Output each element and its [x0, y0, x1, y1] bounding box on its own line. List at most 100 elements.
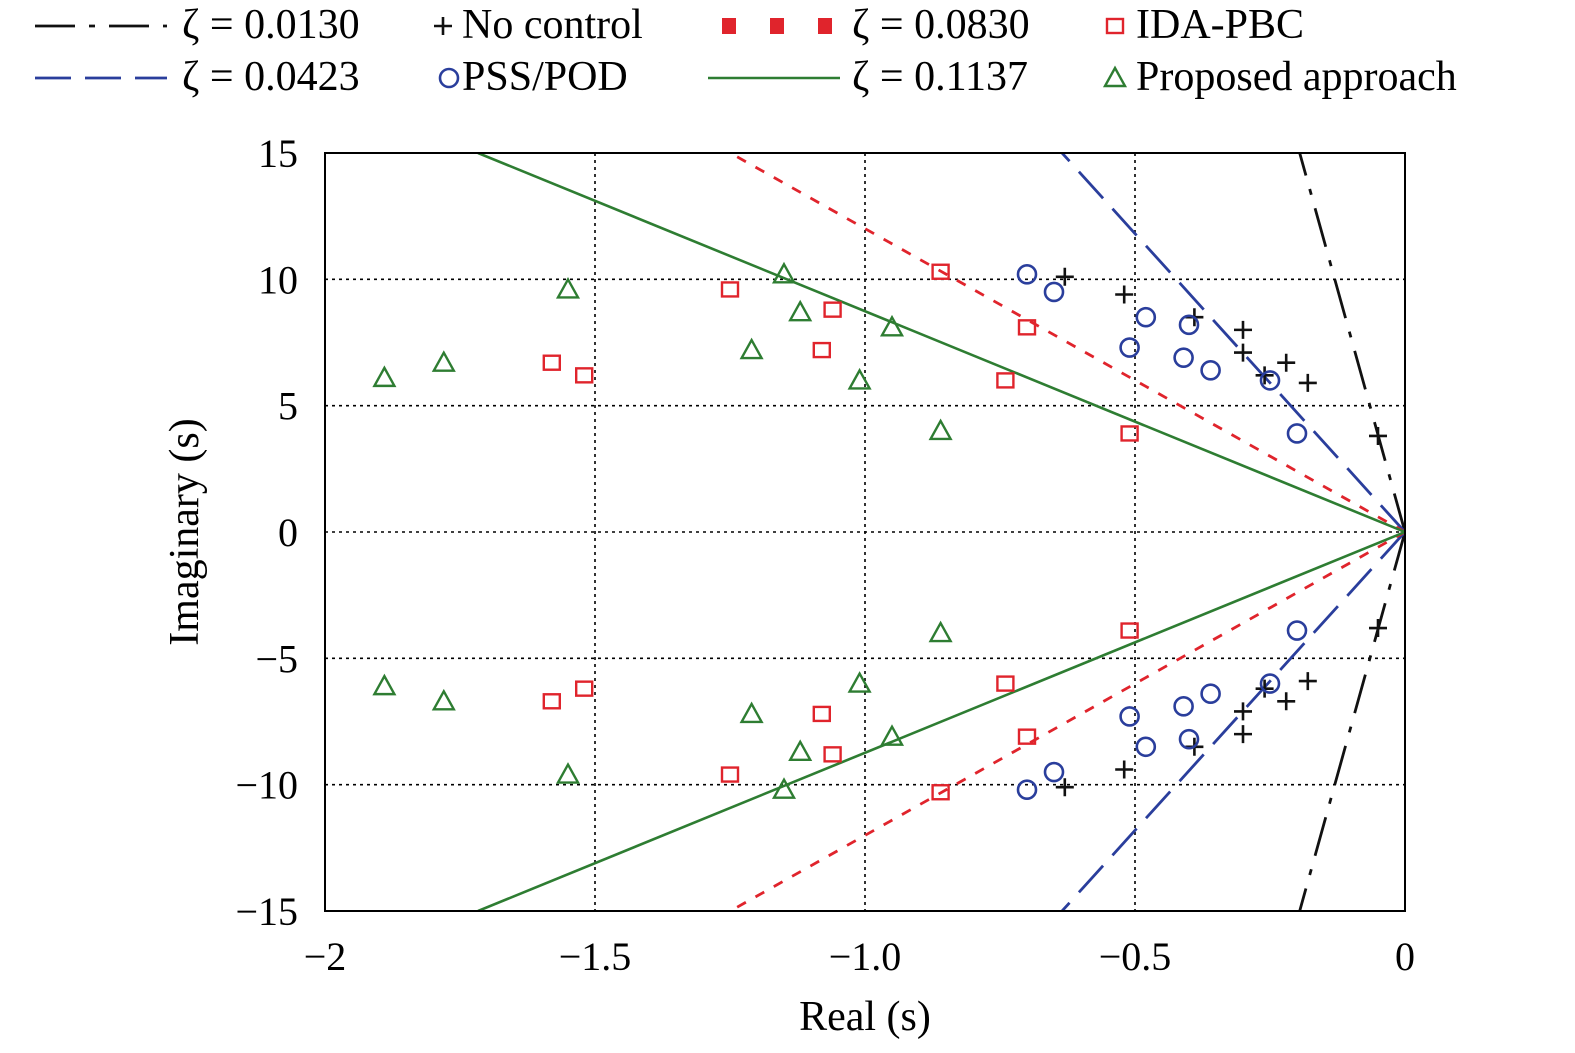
x-tick-label: −1.5 — [559, 934, 632, 979]
y-axis-title: Imaginary (s) — [162, 418, 208, 645]
point-proposed-approach — [555, 762, 581, 784]
point-ida-pbc — [823, 301, 842, 318]
point-no-control — [1055, 267, 1074, 286]
legend-entry: ζ = 0.0423 — [35, 54, 360, 100]
point-proposed-approach — [928, 620, 953, 643]
point-proposed-approach — [739, 701, 764, 724]
point-pss-pod — [1178, 728, 1200, 750]
point-no-control — [1298, 672, 1317, 691]
damping-line — [1298, 531, 1405, 911]
legend-swatch — [818, 18, 832, 34]
legend-label: No control — [462, 2, 643, 48]
legend-entry: ζ = 0.0830 — [722, 2, 1030, 48]
legend-label: ζ = 0.1137 — [852, 54, 1028, 100]
damping-line — [1061, 531, 1405, 911]
x-axis-title: Real (s) — [799, 994, 931, 1040]
point-proposed-approach — [879, 724, 905, 746]
point-no-control — [1277, 353, 1296, 372]
damping-line — [477, 153, 1405, 534]
point-proposed-approach — [372, 673, 397, 696]
plot-frame — [324, 152, 1406, 912]
y-tick-label: −5 — [255, 636, 298, 681]
y-tick-label: 5 — [278, 384, 298, 429]
legend-swatch — [722, 18, 736, 34]
grid — [325, 153, 1405, 911]
point-ida-pbc — [1017, 728, 1037, 745]
y-tick-label: 15 — [258, 131, 298, 176]
damping-line — [1298, 153, 1405, 533]
point-pss-pod — [1286, 620, 1308, 641]
x-tick-label: 0 — [1395, 934, 1415, 979]
point-proposed-approach — [431, 350, 456, 372]
y-tick-label: 10 — [258, 257, 298, 302]
point-proposed-approach — [771, 261, 797, 284]
point-no-control — [1255, 679, 1274, 698]
point-pss-pod — [1135, 306, 1157, 328]
point-no-control — [1055, 778, 1074, 797]
legend-label: ζ = 0.0130 — [182, 2, 360, 48]
point-pss-pod — [1016, 779, 1038, 801]
x-tick-label: −0.5 — [1099, 934, 1172, 979]
point-no-control — [1298, 373, 1317, 392]
legend-entry: ζ = 0.1137 — [708, 54, 1028, 100]
point-no-control — [1234, 320, 1252, 339]
legend-marker — [434, 17, 452, 35]
point-ida-pbc — [720, 766, 740, 783]
point-proposed-approach — [847, 367, 872, 390]
point-ida-pbc — [996, 372, 1015, 389]
point-pss-pod — [1119, 337, 1140, 358]
legend-entry: ζ = 0.0130 — [35, 2, 360, 48]
x-tick-labels: −2 −1.5 −1.0 −0.5 0 — [304, 934, 1415, 979]
legend-label: ζ = 0.0423 — [182, 54, 360, 100]
point-ida-pbc — [575, 680, 594, 697]
legend-label: Proposed approach — [1136, 54, 1457, 100]
point-pss-pod — [1043, 281, 1065, 303]
legend-marker — [1102, 65, 1128, 88]
legend-entry: IDA-PBC — [1105, 2, 1304, 48]
legend-label: IDA-PBC — [1136, 2, 1304, 48]
point-no-control — [1234, 702, 1252, 721]
legend-entry: No control — [434, 2, 643, 48]
legend-label: ζ = 0.0830 — [852, 2, 1030, 48]
point-proposed-approach — [788, 739, 813, 762]
point-no-control — [1115, 760, 1134, 779]
point-ida-pbc — [931, 263, 950, 280]
y-tick-label: −10 — [235, 763, 298, 808]
y-tick-label: −15 — [235, 889, 298, 934]
point-pss-pod — [1173, 347, 1194, 368]
damping-line — [477, 530, 1405, 911]
legend-entry: Proposed approach — [1102, 54, 1457, 100]
x-tick-label: −2 — [304, 934, 347, 979]
legend-label: PSS/POD — [462, 54, 628, 100]
point-proposed-approach — [739, 337, 764, 360]
point-proposed-approach — [555, 276, 581, 299]
point-pss-pod — [1043, 761, 1065, 783]
y-tick-labels: 15 10 5 0 −5 −10 −15 — [235, 131, 298, 934]
point-ida-pbc — [812, 705, 831, 723]
point-ida-pbc — [1017, 319, 1037, 336]
point-ida-pbc — [1120, 622, 1139, 639]
damping-lines — [477, 153, 1405, 911]
point-no-control — [1369, 619, 1387, 638]
point-ida-pbc — [823, 746, 842, 763]
point-proposed-approach — [879, 314, 905, 337]
point-proposed-approach — [771, 777, 797, 799]
point-pss-pod — [1259, 370, 1281, 391]
point-ida-pbc — [575, 367, 594, 384]
legend-swatch — [770, 18, 784, 34]
point-pss-pod — [1200, 683, 1221, 705]
legend: ζ = 0.0130 No control ζ = 0.0830 IDA-PBC ζ =… — [35, 2, 1457, 100]
point-ida-pbc — [931, 784, 950, 801]
point-ida-pbc — [1120, 425, 1139, 442]
point-pss-pod — [1135, 736, 1157, 758]
legend-marker — [438, 67, 460, 89]
point-ida-pbc — [720, 281, 740, 298]
point-proposed-approach — [928, 418, 953, 441]
y-tick-label: 0 — [278, 510, 298, 555]
point-ida-pbc — [996, 675, 1015, 692]
point-pss-pod — [1016, 263, 1038, 285]
point-pss-pod — [1173, 696, 1194, 717]
point-ida-pbc — [812, 341, 831, 359]
damping-line — [729, 530, 1405, 911]
